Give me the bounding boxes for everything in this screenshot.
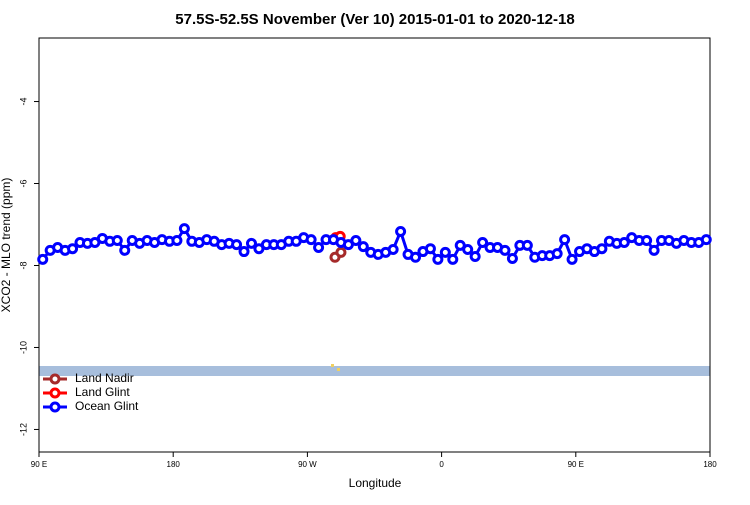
series-point bbox=[506, 253, 518, 265]
series-point bbox=[171, 234, 183, 246]
series-point bbox=[111, 234, 123, 246]
x-axis-label: Longitude bbox=[349, 476, 402, 490]
x-tick-label: 90 E bbox=[31, 460, 47, 469]
y-axis-label: XCO2 - MLO trend (ppm) bbox=[0, 178, 13, 313]
series-point bbox=[432, 253, 444, 265]
land-speck bbox=[331, 364, 334, 367]
x-tick-label: 90 W bbox=[298, 460, 317, 469]
series-point bbox=[335, 246, 347, 258]
series-point bbox=[424, 243, 436, 255]
series-point bbox=[618, 237, 630, 249]
series-point bbox=[559, 234, 571, 246]
series-point bbox=[566, 253, 578, 265]
x-tick-label: 0 bbox=[439, 460, 444, 469]
series-point bbox=[245, 237, 257, 249]
legend-marker bbox=[49, 387, 61, 399]
series-point bbox=[395, 225, 407, 237]
y-tick-label: -8 bbox=[18, 261, 28, 269]
series-point bbox=[387, 244, 399, 256]
series-point bbox=[305, 234, 317, 246]
series-point bbox=[357, 241, 369, 253]
legend-label: Land Glint bbox=[75, 385, 130, 399]
series-point bbox=[700, 234, 712, 246]
series-point bbox=[67, 243, 79, 255]
series-point bbox=[178, 223, 190, 235]
series-point bbox=[313, 241, 325, 253]
legend-label: Ocean Glint bbox=[75, 399, 139, 413]
series-point bbox=[499, 244, 511, 256]
y-tick-label: -6 bbox=[18, 180, 28, 188]
series-point bbox=[641, 234, 653, 246]
x-tick-label: 90 E bbox=[568, 460, 584, 469]
legend-marker bbox=[49, 373, 61, 385]
y-tick-label: -12 bbox=[18, 423, 28, 436]
series-point bbox=[231, 239, 243, 251]
series-point bbox=[447, 253, 459, 265]
x-tick-label: 180 bbox=[167, 460, 181, 469]
series-point bbox=[410, 251, 422, 263]
series-point bbox=[648, 244, 660, 256]
series-point bbox=[119, 244, 131, 256]
series-point bbox=[596, 243, 608, 255]
legend-marker bbox=[49, 401, 61, 413]
legend-label: Land Nadir bbox=[75, 371, 134, 385]
series-point bbox=[439, 246, 451, 258]
series-point bbox=[521, 239, 533, 251]
y-tick-label: -10 bbox=[18, 341, 28, 354]
series-point bbox=[469, 250, 481, 262]
series-point bbox=[551, 248, 563, 260]
series-point bbox=[37, 253, 49, 265]
surface-band bbox=[39, 366, 710, 376]
series-point bbox=[477, 237, 489, 249]
land-speck bbox=[337, 368, 340, 371]
series-point bbox=[350, 234, 362, 246]
x-tick-label: 180 bbox=[703, 460, 717, 469]
series-point bbox=[238, 246, 250, 258]
y-tick-label: -4 bbox=[18, 98, 28, 106]
series-point bbox=[462, 244, 474, 256]
chart-title: 57.5S-52.5S November (Ver 10) 2015-01-01… bbox=[175, 11, 574, 28]
plot-frame bbox=[38, 37, 711, 453]
